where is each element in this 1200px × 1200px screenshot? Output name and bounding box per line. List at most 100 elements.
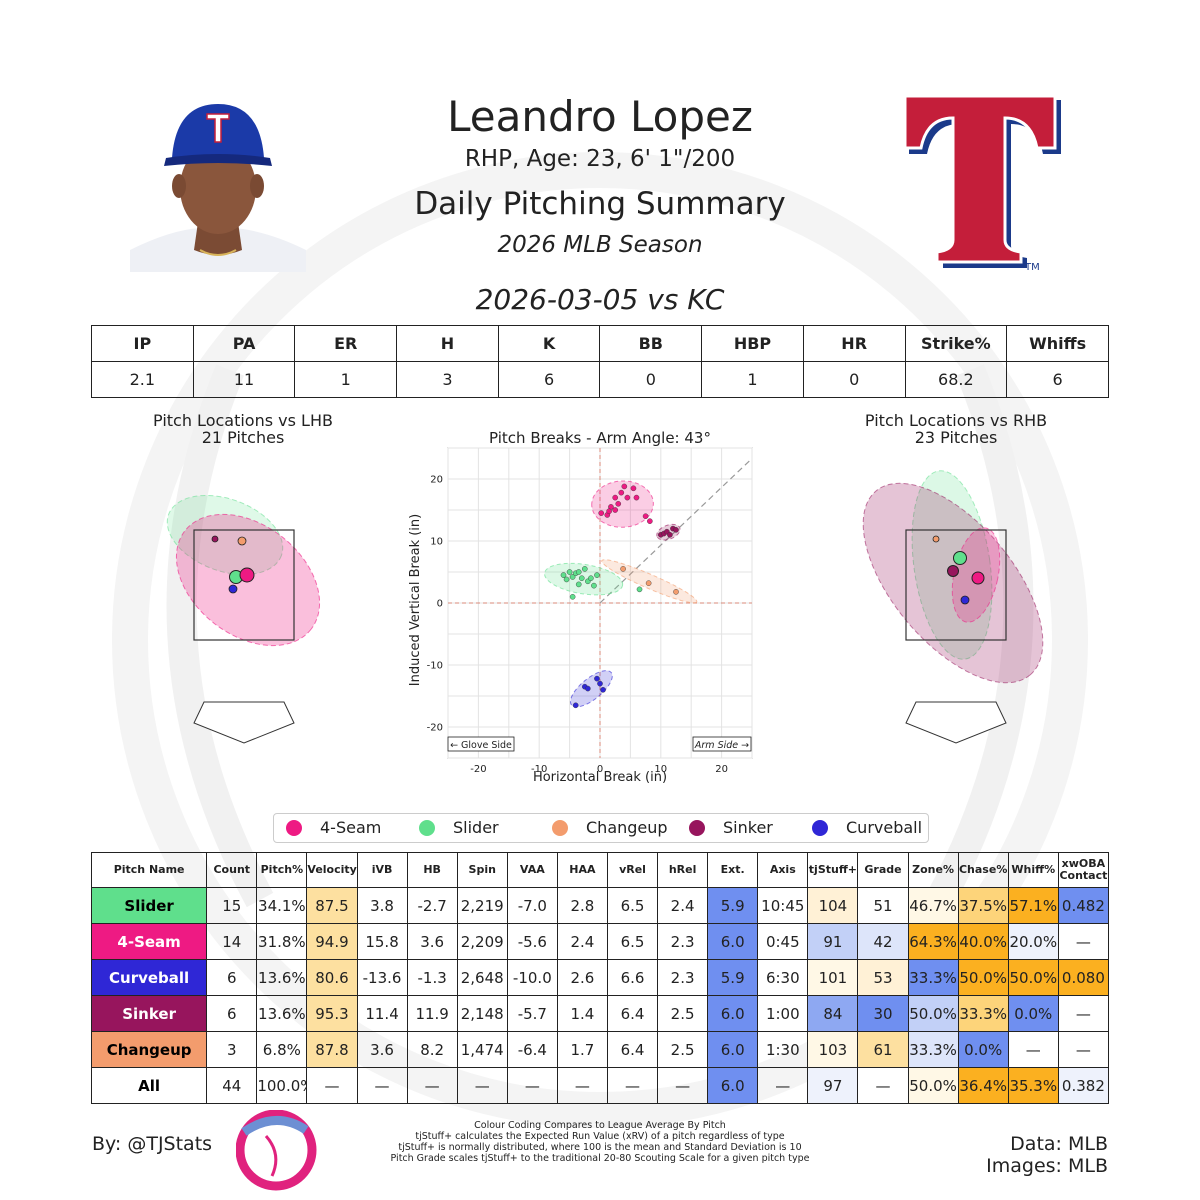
summary-title: Daily Pitching Summary	[414, 186, 786, 222]
4seam-break-point	[633, 494, 640, 501]
rhb-location-plot	[862, 470, 1044, 744]
4seam-break-point	[621, 483, 628, 490]
pitch-cell-spin: 2,648	[456, 959, 508, 996]
box-value-bb: 0	[599, 361, 703, 398]
pitch-cell-spin: —	[456, 1067, 508, 1104]
pitch-cell-ext: 5.9	[707, 887, 759, 924]
curveball-break-point	[600, 686, 606, 693]
pitch-cell-vrel: 6.5	[606, 923, 659, 960]
y-tick-label: 10	[430, 537, 443, 548]
pitch-cell-pitch: 13.6%	[256, 995, 308, 1032]
changeup-marker	[237, 536, 247, 546]
pitch-break-chart: Pitch Breaks - Arm Angle: 43° -20 -10 0 10 2…	[408, 429, 753, 785]
legend-dot	[812, 819, 828, 836]
pitch-cell-zone: 46.7%	[907, 887, 959, 924]
pitch-cell-grade: 61	[857, 1031, 909, 1068]
pitch-cell-count: 15	[206, 887, 258, 924]
pitch-cell-velocity: 94.9	[306, 923, 358, 960]
sinker-marker	[211, 535, 219, 543]
changeup-break-point	[673, 589, 679, 595]
box-header-k: K	[497, 325, 601, 362]
pitch-cell-xwobacontact: —	[1057, 1031, 1110, 1068]
sinker-marker-rhb	[947, 565, 959, 577]
pitch-cell-spin: 1,474	[456, 1031, 508, 1068]
pitch-row-4seam: 4-Seam 14 31.8% 94.9 15.8 3.6 2,209 -5.6 2.4 6.5 2…	[90, 923, 1110, 960]
curveball-break-point	[594, 675, 600, 682]
pitch-legend: 4-Seam Slider Changeup Sinker Curveball	[273, 813, 929, 843]
break-chart-points	[560, 483, 679, 709]
pitch-cell-velocity: 80.6	[306, 959, 358, 996]
pitch-cell-whiff: 57.1%	[1007, 887, 1059, 924]
legend-dot	[286, 819, 302, 836]
legend-label: Sinker	[723, 818, 773, 837]
slider-break-point	[569, 593, 576, 600]
pitch-cell-vrel: 6.4	[606, 1031, 659, 1068]
pitch-header-chase: Chase%	[957, 852, 1009, 888]
footer-note-1: Colour Coding Compares to League Average…	[474, 1120, 726, 1131]
tjstats-logo: STATS	[236, 1110, 317, 1191]
game-line: 2026-03-05 vs KC	[475, 283, 725, 316]
pitch-cell-vaa: -5.6	[506, 923, 558, 960]
pitch-header-xwobacontact: xwOBA Contact	[1057, 852, 1110, 888]
pitch-name-cell: Sinker	[90, 995, 208, 1032]
x-tick-label: -10	[531, 764, 547, 775]
box-value-whiffs: 6	[1006, 361, 1109, 398]
player-name: Leandro Lopez	[447, 92, 753, 141]
pitch-cell-axis: 6:30	[757, 959, 809, 996]
pitch-cell-grade: 53	[857, 959, 909, 996]
y-tick-label: 0	[437, 599, 443, 610]
box-score-table: IP PA ER H K BB HBP HR Strike% Whiffs 2.1 11 1 3 6 0 1 0…	[91, 325, 1109, 398]
slider-break-point	[575, 581, 582, 588]
pitch-row-changeup: Changeup 3 6.8% 87.8 3.6 8.2 1,474 -6.4 1.7 6.4 2.…	[90, 1031, 1110, 1068]
y-tick-label: -20	[427, 723, 443, 734]
pitch-cell-haa: 2.6	[556, 959, 608, 996]
data-source: Data: MLB	[1010, 1133, 1108, 1155]
4seam-break-point	[612, 494, 618, 501]
sinker-break-point	[673, 527, 679, 533]
legend-label: Curveball	[846, 818, 923, 837]
pitch-cell-pitch: 34.1%	[256, 887, 308, 924]
pitch-cell-whiff: 35.3%	[1007, 1067, 1059, 1104]
pitch-header-whiff: Whiff%	[1007, 852, 1059, 888]
lhb-plot-heading: Pitch Locations vs LHB	[153, 411, 333, 430]
team-logo: TM	[905, 96, 1061, 273]
pitch-cell-xwobacontact: —	[1057, 923, 1110, 960]
season-label: 2026 MLB Season	[497, 232, 703, 258]
pitch-cell-grade: 30	[857, 995, 909, 1032]
pitch-cell-ivb: 3.6	[356, 1031, 408, 1068]
lhb-plot-title: Pitch Locations vs LHB 21 Pitches	[113, 412, 373, 446]
footer-notes: Colour Coding Compares to League Average…	[380, 1120, 820, 1164]
pitch-cell-count: 14	[206, 923, 258, 960]
pitch-row-all: All44100.0%————————6.0—97—50.0%36.4%35.3…	[90, 1067, 1110, 1104]
pitch-header-zone: Zone%	[907, 852, 959, 888]
lhb-pitch-count: 21 Pitches	[201, 428, 285, 447]
x-tick-label: 0	[597, 764, 603, 775]
pitch-cell-hb: —	[406, 1067, 458, 1104]
pitch-cell-pitch: 31.8%	[256, 923, 308, 960]
player-headshot	[130, 100, 306, 272]
pitch-cell-chase: 50.0%	[957, 959, 1009, 996]
slider-break-point	[575, 569, 582, 575]
slider-break-point	[560, 572, 567, 578]
4seam-break-point	[647, 518, 653, 524]
pitch-cell-ext: 6.0	[707, 923, 759, 960]
fourseam-marker	[239, 567, 255, 583]
pitch-cell-whiff: 0.0%	[1007, 995, 1059, 1032]
pitch-cell-hrel: 2.3	[657, 959, 709, 996]
slider-break-point	[591, 582, 597, 589]
slider-break-point	[581, 566, 588, 572]
box-value-er: 1	[294, 361, 398, 398]
pitch-row-slider: Slider 15 34.1% 87.5 3.8 -2.7 2,219 -7.0 2.8 6.5 2…	[90, 887, 1110, 924]
pitch-header-ivb: iVB	[356, 852, 408, 888]
legend-label: Changeup	[586, 818, 668, 837]
pitch-cell-xwobacontact: 0.382	[1057, 1067, 1110, 1104]
pitch-cell-chase: 40.0%	[957, 923, 1009, 960]
pitch-cell-xwobacontact: 0.080	[1057, 959, 1110, 996]
pitch-cell-tjstuff: 104	[807, 887, 859, 924]
pitch-cell-hrel: 2.4	[657, 887, 709, 924]
x-axis-label: Horizontal Break (in)	[533, 770, 667, 785]
pitch-cell-ivb: 11.4	[356, 995, 408, 1032]
legend-label: Slider	[453, 818, 499, 837]
arm-side-box	[692, 736, 752, 752]
pitch-cell-ext: 6.0	[707, 1067, 759, 1104]
